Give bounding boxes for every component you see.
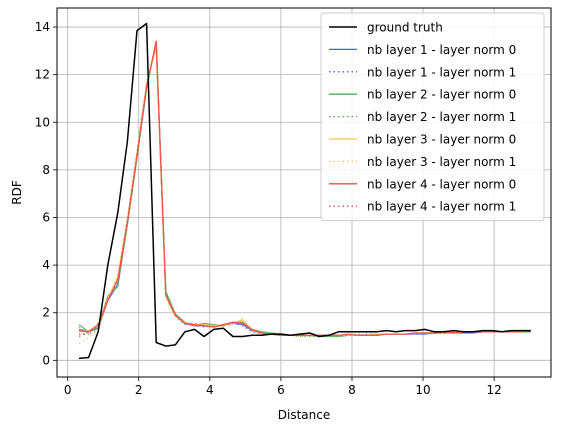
- x-tick-label: 12: [486, 383, 501, 397]
- ticks: 0 2 4 6 8 10 12 0 2 4 6 8 10 12 14: [35, 20, 502, 397]
- legend-box: [320, 12, 545, 222]
- y-axis-label: RDF: [10, 180, 24, 205]
- legend-label: nb layer 2 - layer norm 0: [367, 88, 516, 102]
- x-tick-label: 6: [277, 383, 285, 397]
- legend-label: nb layer 3 - layer norm 0: [367, 133, 516, 147]
- series-line-ground-truth: [78, 22, 531, 360]
- legend-label: nb layer 2 - layer norm 1: [367, 110, 516, 124]
- x-tick-label: 10: [415, 383, 430, 397]
- series-line-nb-layer-4-layer-norm-1: [79, 41, 531, 336]
- y-tick-label: 14: [35, 20, 50, 34]
- x-tick-label: 8: [348, 383, 356, 397]
- x-axis-label: Distance: [278, 408, 330, 422]
- y-tick-label: 0: [42, 353, 50, 367]
- legend-label: ground truth: [367, 21, 443, 35]
- y-tick-label: 2: [42, 306, 50, 320]
- axes-frame: [56, 7, 552, 378]
- legend: ground truth nb layer 1 - layer norm 0 nb …: [320, 12, 545, 222]
- legend-label: nb layer 1 - layer norm 1: [367, 65, 516, 79]
- legend-label: nb layer 4 - layer norm 1: [367, 200, 516, 214]
- plot-area: [78, 22, 531, 360]
- x-tick-label: 0: [64, 383, 72, 397]
- y-tick-label: 12: [35, 68, 50, 82]
- y-tick-label: 4: [42, 258, 50, 272]
- series-line-nb-layer-2-layer-norm-1: [78, 43, 531, 338]
- legend-label: nb layer 3 - layer norm 1: [367, 155, 516, 169]
- x-tick-label: 2: [135, 383, 143, 397]
- legend-label: nb layer 4 - layer norm 0: [367, 177, 516, 191]
- y-tick-label: 8: [42, 163, 50, 177]
- y-tick-label: 10: [35, 115, 50, 129]
- x-tick-label: 4: [206, 383, 214, 397]
- y-tick-label: 6: [42, 210, 50, 224]
- legend-label: nb layer 1 - layer norm 0: [367, 43, 516, 57]
